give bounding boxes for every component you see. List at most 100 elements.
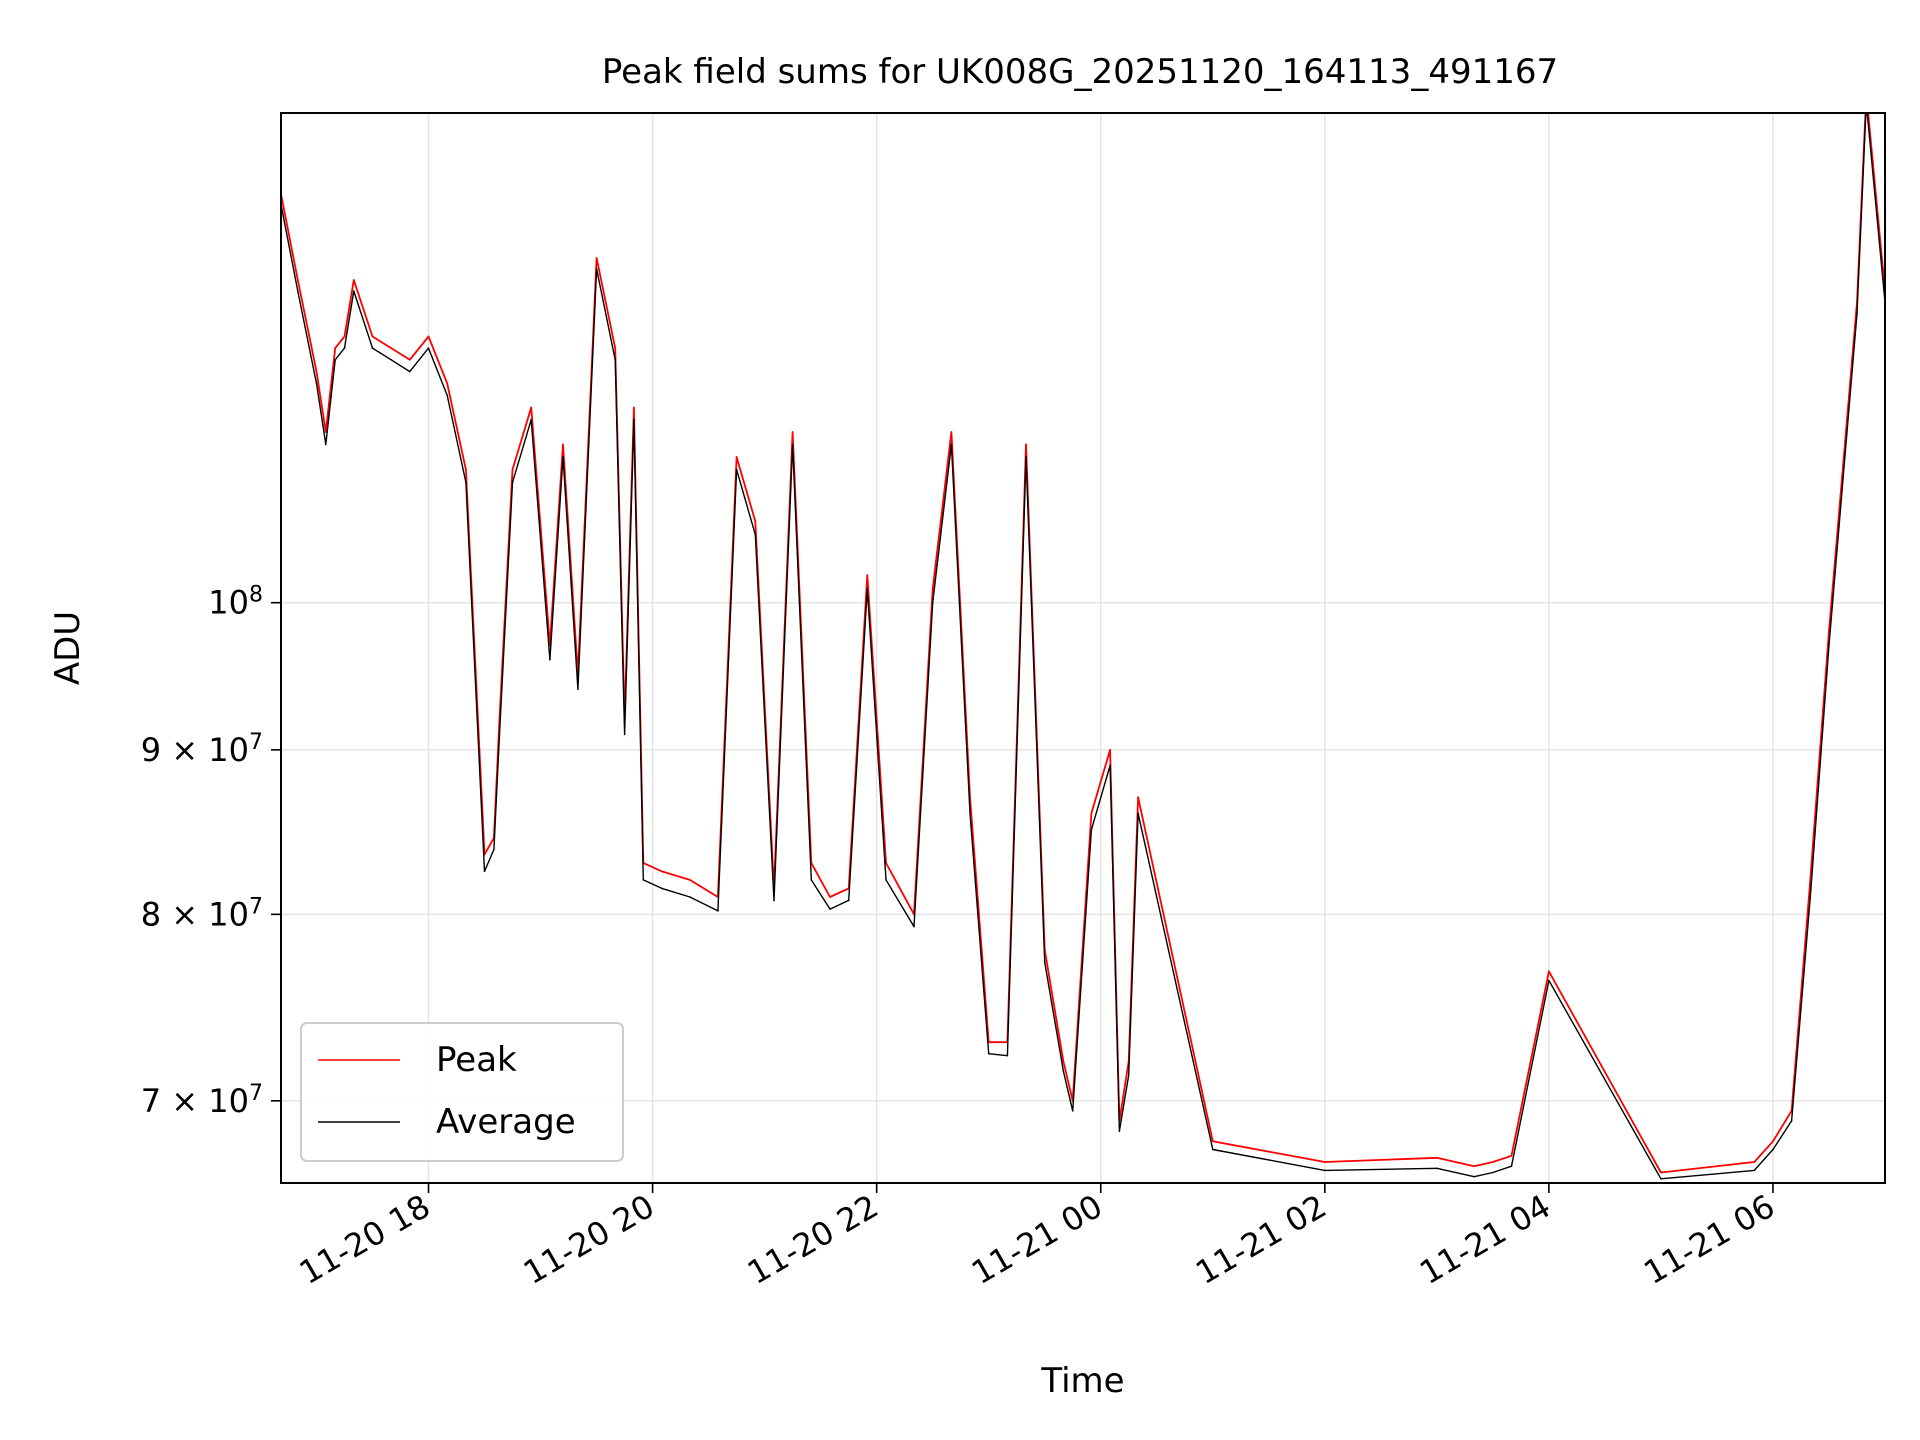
data-point	[1324, 1161, 1326, 1163]
data-point	[511, 468, 514, 471]
data-point	[1062, 1060, 1065, 1063]
data-point	[642, 879, 645, 881]
data-point	[562, 456, 564, 458]
data-point	[353, 279, 355, 281]
data-point	[1436, 1167, 1438, 1170]
data-point	[315, 382, 318, 385]
data-point	[465, 481, 467, 484]
data-point	[1127, 1074, 1130, 1076]
data-point	[1006, 1054, 1009, 1057]
data-point	[614, 358, 617, 361]
data-point	[931, 588, 934, 590]
data-point	[371, 347, 374, 349]
plot-frame	[280, 112, 1886, 1184]
data-point	[969, 812, 971, 815]
y-tick-mantissa: 7 × 10	[141, 1082, 249, 1120]
data-point	[325, 431, 327, 433]
data-point	[661, 870, 663, 873]
data-point	[343, 347, 346, 349]
y-tick-exponent: 7	[249, 729, 263, 754]
data-point	[1090, 812, 1093, 815]
data-point	[390, 358, 392, 361]
data-point	[913, 925, 915, 928]
data-point	[614, 347, 617, 349]
y-tick-exponent: 7	[249, 1080, 263, 1105]
plot-lines	[281, 93, 1885, 1180]
data-point	[334, 347, 336, 349]
data-point	[1809, 896, 1812, 898]
data-point	[353, 290, 355, 292]
data-point	[1137, 796, 1139, 798]
legend-label-average: Average	[436, 1102, 576, 1142]
data-point	[1492, 1171, 1494, 1174]
data-point	[371, 335, 374, 338]
data-point	[1090, 828, 1093, 831]
data-point	[754, 520, 757, 523]
data-point	[498, 733, 501, 736]
x-tick-label: 11-21 04	[1413, 1187, 1557, 1292]
data-point	[1790, 1120, 1793, 1122]
data-point	[950, 431, 953, 433]
y-tick-exponent: 8	[249, 582, 263, 607]
data-point	[427, 347, 430, 349]
data-point	[315, 370, 318, 373]
data-point	[717, 910, 719, 912]
data-point	[623, 733, 626, 736]
data-point	[409, 370, 411, 373]
data-point	[1548, 970, 1550, 973]
data-point	[493, 848, 495, 851]
data-point	[1071, 1110, 1074, 1112]
data-point	[754, 533, 757, 536]
data-point	[1866, 102, 1868, 104]
series-average	[281, 102, 1885, 1180]
data-point	[1753, 1161, 1756, 1163]
grid	[281, 113, 1885, 1183]
y-tick-mantissa: 9 × 10	[141, 731, 249, 769]
series-line-peak	[281, 113, 1885, 1174]
data-point	[735, 468, 738, 471]
data-point	[1828, 644, 1830, 647]
data-point	[1436, 1157, 1438, 1159]
legend-box	[300, 1022, 624, 1162]
data-point	[530, 406, 533, 409]
data-point	[325, 443, 327, 446]
data-point	[1025, 456, 1027, 458]
y-tick-label: 8 × 107	[141, 894, 263, 934]
data-point	[1856, 312, 1858, 315]
data-point	[390, 347, 392, 349]
data-point	[1772, 1148, 1774, 1151]
y-tick-mantissa: 8 × 10	[141, 895, 249, 933]
data-point	[1660, 1171, 1662, 1174]
data-point	[1510, 1154, 1513, 1157]
data-point	[866, 574, 869, 576]
data-point	[1809, 879, 1812, 881]
data-point	[343, 335, 346, 338]
data-point	[1866, 93, 1868, 95]
data-point	[1828, 630, 1830, 632]
data-point	[1211, 1140, 1214, 1143]
data-point	[549, 658, 551, 661]
data-point	[847, 899, 850, 902]
data-point	[1753, 1169, 1756, 1172]
data-point	[446, 394, 448, 397]
y-tick-label: 108	[208, 582, 263, 622]
data-point	[1109, 749, 1111, 751]
y-tick-label: 7 × 107	[141, 1080, 263, 1120]
data-point	[297, 279, 299, 281]
data-point	[530, 418, 533, 421]
data-point	[810, 879, 813, 881]
data-point	[1473, 1165, 1475, 1167]
data-point	[1109, 764, 1111, 767]
legend: Peak Average	[300, 1022, 624, 1162]
data-point	[885, 879, 887, 881]
y-tick-exponent: 7	[249, 894, 263, 919]
data-point	[950, 443, 953, 446]
x-tick-label: 11-20 20	[517, 1187, 661, 1292]
data-point	[633, 406, 635, 409]
data-point	[735, 456, 738, 458]
data-point	[829, 896, 831, 898]
data-point	[1324, 1169, 1326, 1172]
data-point	[465, 468, 467, 471]
